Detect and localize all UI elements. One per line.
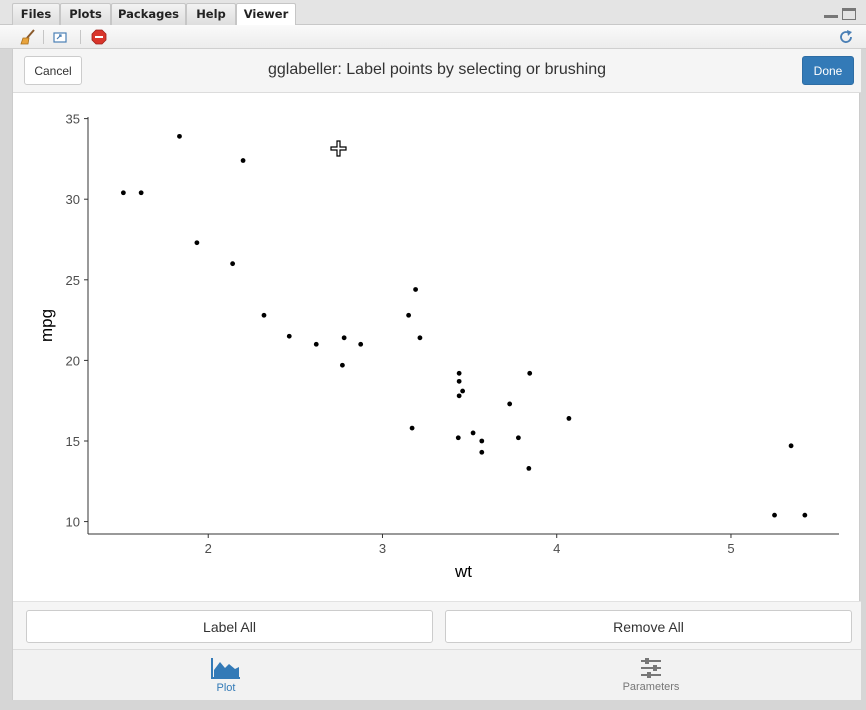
gadget-titlebar: Cancel gglabeller: Label points by selec… xyxy=(13,49,861,93)
remove-all-button[interactable]: Remove All xyxy=(445,610,852,643)
data-point[interactable] xyxy=(230,261,236,267)
gadget-nav: Plot Parameters xyxy=(13,649,861,700)
data-point[interactable] xyxy=(470,430,476,436)
toolbar-separator xyxy=(80,30,81,44)
area-chart-icon xyxy=(211,658,240,679)
action-bar: Label All Remove All xyxy=(13,601,861,649)
tab-plots[interactable]: Plots xyxy=(60,3,111,25)
tab-viewer[interactable]: Viewer xyxy=(236,3,296,26)
data-point[interactable] xyxy=(406,312,412,318)
data-point[interactable] xyxy=(417,335,423,341)
data-point[interactable] xyxy=(772,512,777,518)
minimize-icon[interactable] xyxy=(824,8,838,18)
data-point[interactable] xyxy=(526,465,532,471)
x-tick-label: 3 xyxy=(379,541,386,556)
y-tick-label: 15 xyxy=(66,434,80,449)
gadget-panel: Cancel gglabeller: Label points by selec… xyxy=(12,49,861,700)
tab-packages[interactable]: Packages xyxy=(111,3,186,25)
data-point[interactable] xyxy=(456,370,462,376)
plot-area[interactable]: 10 15 20 25 30 35 2 3 4 5 wt mpg xyxy=(13,93,861,601)
x-axis-label: wt xyxy=(454,562,472,581)
data-point[interactable] xyxy=(339,362,345,368)
scatter-plot[interactable]: 10 15 20 25 30 35 2 3 4 5 wt mpg xyxy=(13,93,861,601)
data-point[interactable] xyxy=(479,449,485,455)
y-tick-label: 20 xyxy=(66,353,80,368)
data-point[interactable] xyxy=(479,438,485,444)
toolbar-separator xyxy=(43,30,44,44)
stop-icon[interactable] xyxy=(91,29,107,45)
crosshair-cursor-icon xyxy=(330,140,347,157)
y-tick-label: 10 xyxy=(66,515,80,530)
data-point[interactable] xyxy=(527,370,533,376)
x-tick-label: 2 xyxy=(205,541,212,556)
x-tick-label: 5 xyxy=(727,541,734,556)
data-point[interactable] xyxy=(456,393,462,399)
maximize-icon[interactable] xyxy=(842,8,856,20)
x-tick-label: 4 xyxy=(553,541,560,556)
data-point[interactable] xyxy=(120,190,126,196)
y-tick-label: 25 xyxy=(66,273,80,288)
broom-icon[interactable] xyxy=(20,29,36,45)
y-axis-label: mpg xyxy=(37,309,56,342)
data-point[interactable] xyxy=(566,416,572,421)
data-point[interactable] xyxy=(313,341,319,347)
y-tick-label: 35 xyxy=(66,112,80,127)
data-point[interactable] xyxy=(286,333,292,339)
tab-plot-label: Plot xyxy=(216,682,236,694)
sliders-icon xyxy=(641,658,661,678)
gadget-title: gglabeller: Label points by selecting or… xyxy=(268,61,606,78)
tab-help[interactable]: Help xyxy=(186,3,236,25)
tab-parameters[interactable]: Parameters xyxy=(601,650,701,701)
label-all-button[interactable]: Label All xyxy=(26,610,433,643)
data-point[interactable] xyxy=(341,335,347,341)
data-point[interactable] xyxy=(358,341,364,347)
data-point[interactable] xyxy=(194,240,200,246)
data-point[interactable] xyxy=(240,158,246,163)
done-button[interactable]: Done xyxy=(802,56,854,85)
pane-tabbar: Files Plots Packages Help Viewer xyxy=(0,0,866,26)
data-point[interactable] xyxy=(177,133,182,139)
data-point[interactable] xyxy=(460,388,466,394)
data-point[interactable] xyxy=(413,287,418,292)
data-point[interactable] xyxy=(261,312,267,318)
data-point[interactable] xyxy=(409,425,415,431)
y-tick-label: 30 xyxy=(66,192,80,207)
tab-files[interactable]: Files xyxy=(12,3,60,25)
data-point[interactable] xyxy=(788,443,794,449)
data-point[interactable] xyxy=(802,512,808,518)
viewer-toolbar xyxy=(0,25,866,49)
tab-plot[interactable]: Plot xyxy=(176,650,276,701)
refresh-icon[interactable] xyxy=(838,29,854,45)
data-point[interactable] xyxy=(138,190,144,196)
export-icon[interactable] xyxy=(52,29,68,45)
cancel-button[interactable]: Cancel xyxy=(24,56,82,85)
data-point[interactable] xyxy=(456,378,462,384)
data-point[interactable] xyxy=(515,435,521,441)
data-point[interactable] xyxy=(455,435,461,441)
data-point[interactable] xyxy=(507,401,513,407)
tab-parameters-label: Parameters xyxy=(622,681,680,693)
